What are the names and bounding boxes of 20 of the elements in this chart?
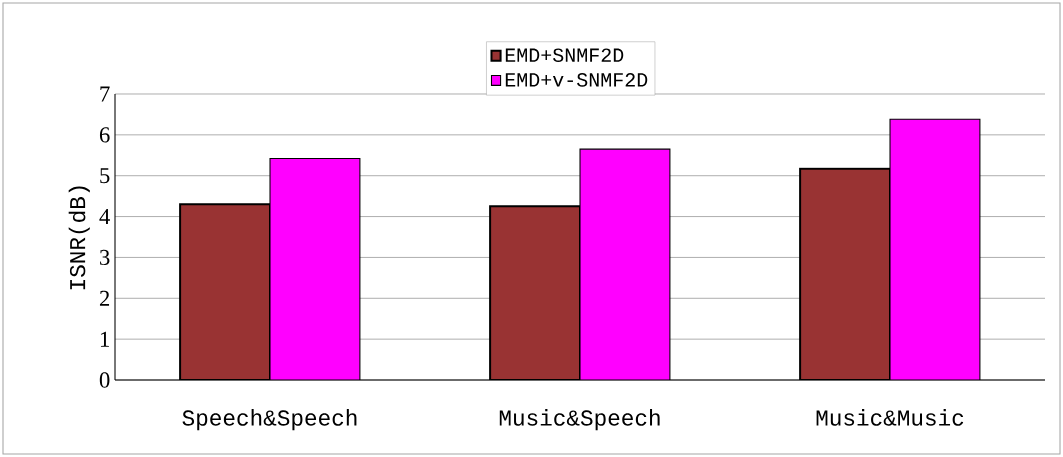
bar: [799, 167, 892, 380]
bar: [489, 205, 582, 380]
y-tick-label: 1: [100, 331, 109, 347]
y-axis-title: ISNR(dB): [68, 186, 90, 290]
legend-label: EMD+SNMF2D: [505, 48, 624, 62]
x-tick-label: Music&Speech: [499, 409, 660, 431]
y-tick-label: 2: [99, 290, 110, 306]
bar: [179, 203, 271, 380]
y-tick-label: 4: [99, 209, 110, 225]
y-tick-label: 6: [99, 127, 110, 143]
x-tick-label: Speech&Speech: [182, 409, 357, 431]
x-tick-label: Music&Music: [816, 409, 964, 426]
bar: [889, 118, 981, 380]
bar: [580, 149, 670, 380]
y-tick-label: 5: [100, 168, 110, 184]
legend-label: EMD+v-SNMF2D: [505, 73, 648, 87]
y-tick-label: 3: [100, 249, 110, 266]
bar: [270, 158, 360, 380]
y-tick-label: 0: [99, 372, 110, 388]
y-tick-label: 7: [100, 86, 110, 102]
